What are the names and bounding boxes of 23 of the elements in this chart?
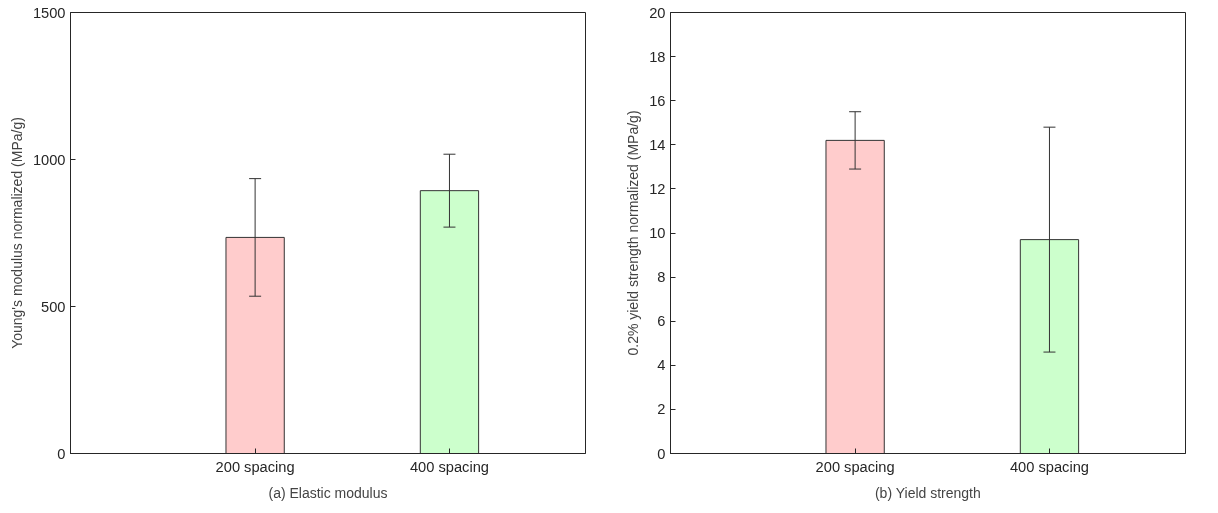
y-tick-label: 12: [649, 180, 666, 197]
y-tick-label: 6: [657, 313, 666, 330]
text: (b) Yield strength: [874, 484, 981, 501]
y-tick-label: 4: [657, 357, 666, 374]
y-axis-title: Young's modulus normalized (MPa/g): [8, 117, 25, 349]
y-tick-label: 2: [657, 401, 666, 418]
x-tick-label: 200 spacing: [215, 458, 295, 475]
x-tick-label: 400 spacing: [409, 458, 489, 475]
y-tick-label: 14: [649, 136, 666, 153]
y-tick-label: 10: [649, 225, 666, 241]
y-tick-label: 8: [657, 269, 666, 286]
y-tick-label: 500: [41, 298, 66, 315]
y-tick-label: 1500: [32, 4, 66, 21]
text: (a) Elastic modulus: [268, 484, 388, 501]
y-tick-label: 0: [657, 445, 666, 462]
y-axis-title: 0.2% yield strength normalized (MPa/g): [625, 110, 642, 356]
x-tick-label: 400 spacing: [1009, 458, 1089, 475]
y-tick-label: 18: [649, 48, 666, 65]
y-tick-label: 16: [649, 92, 666, 109]
y-tick-label: 0: [57, 445, 66, 462]
x-tick-label: 200 spacing: [815, 458, 895, 475]
y-tick-label: 1000: [32, 151, 66, 168]
y-tick-label: 20: [649, 4, 666, 21]
